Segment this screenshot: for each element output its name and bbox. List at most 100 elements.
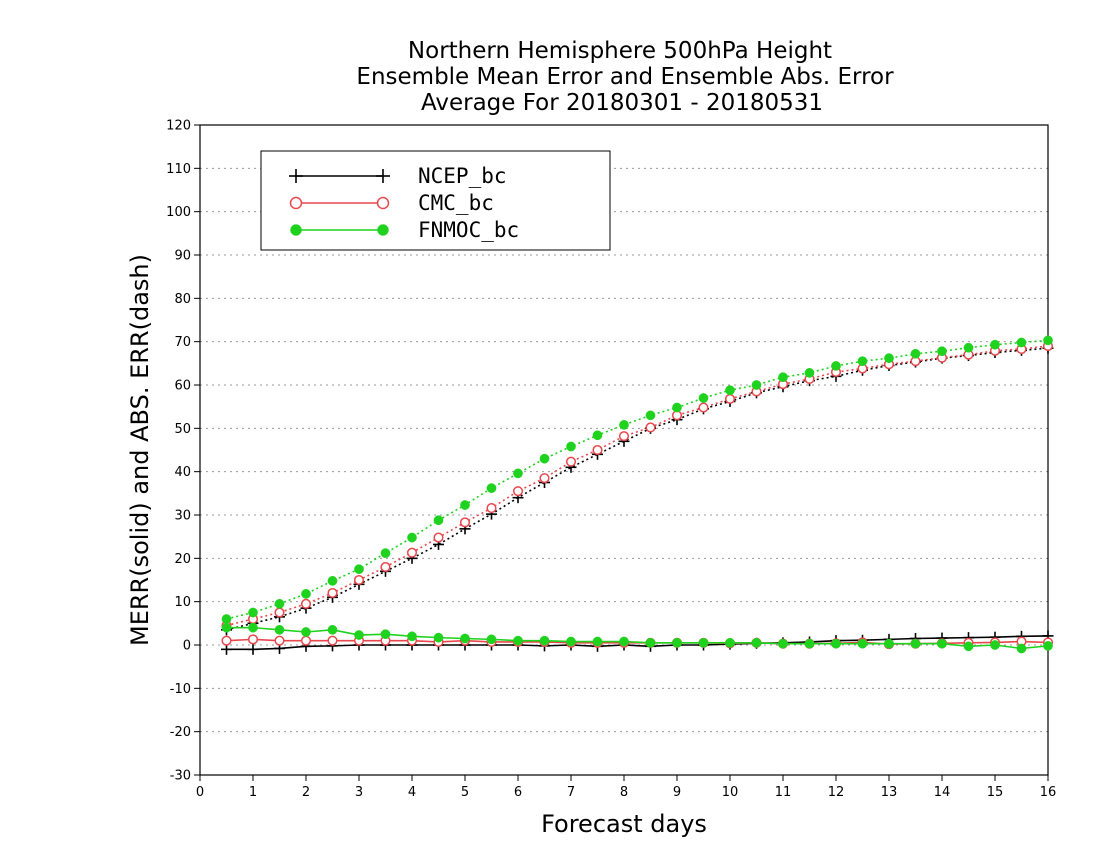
abs-err-point (804, 368, 815, 378)
legend: NCEP_bc CMC_bc FNMOC_bc (260, 150, 611, 251)
abs-err-point (274, 607, 285, 618)
merr-point (301, 627, 311, 637)
merr-point (884, 638, 894, 649)
abs-err-point (698, 393, 709, 403)
merr-point (327, 635, 338, 646)
x-tick-label: 7 (567, 785, 575, 800)
abs-err-point (433, 515, 444, 526)
abs-err-point (963, 342, 974, 353)
x-tick-label: 13 (881, 785, 898, 800)
title-line-3: Average For 20180301 - 20180531 (421, 90, 823, 116)
merr-point (247, 634, 259, 645)
merr-point (990, 640, 1000, 650)
merr-point (804, 638, 815, 649)
abs-err-point (248, 607, 258, 618)
abs-err-point (380, 561, 391, 573)
y-tick-label: 90 (174, 249, 191, 264)
merr-point (1043, 641, 1053, 651)
merr-point (937, 638, 947, 649)
chart-title: Northern Hemisphere 500hPa Height Ensemb… (356, 38, 894, 116)
abs-err-point (327, 576, 338, 586)
abs-err-point (460, 500, 470, 510)
abs-err-point (566, 441, 576, 452)
x-tick-label: 8 (620, 785, 628, 800)
x-tick-label: 4 (408, 785, 416, 800)
x-tick-label: 6 (514, 785, 522, 800)
x-tick-label: 3 (355, 785, 363, 800)
merr-point (725, 637, 735, 648)
x-tick-label: 10 (722, 785, 739, 800)
abs-err-point (380, 548, 391, 558)
y-tick-label: 120 (166, 119, 191, 134)
abs-err-point (910, 348, 921, 359)
abs-err-point (884, 353, 894, 363)
merr-point (778, 638, 788, 649)
legend-marker (376, 196, 390, 210)
abs-err-point (353, 574, 365, 586)
merr-point (248, 622, 258, 633)
abs-err-point (725, 385, 735, 396)
abs-err-point (724, 393, 736, 404)
merr-point (327, 624, 338, 635)
merr-point (566, 636, 576, 647)
abs-err-point (221, 614, 232, 624)
merr-point (645, 637, 656, 648)
x-tick-label: 0 (196, 785, 204, 800)
abs-err-point (354, 564, 364, 575)
legend-marker (376, 169, 390, 183)
abs-err-point (1016, 337, 1027, 348)
legend-marker (289, 196, 303, 210)
x-tick-label: 16 (1040, 785, 1057, 800)
abs-err-point (698, 402, 709, 413)
y-tick-label: 70 (174, 335, 191, 350)
series-CMC_bc (221, 340, 1054, 650)
legend-label: CMC_bc (418, 191, 494, 215)
y-axis-label: MERR(solid) and ABS. ERR(dash) (126, 254, 154, 646)
y-tick-label: 0 (183, 639, 191, 654)
abs-err-point (778, 372, 788, 383)
y-tick-label: 10 (174, 595, 191, 610)
abs-err-point (274, 598, 285, 609)
x-axis-label: Forecast days (541, 810, 707, 838)
abs-err-point (751, 380, 762, 390)
abs-err-point (645, 422, 656, 433)
merr-point (354, 630, 364, 640)
y-tick-label: 60 (174, 379, 191, 394)
merr-point (619, 636, 629, 647)
y-axis-ticks: -30 -20 -10 0 10 20 30 40 50 60 70 80 90 100 110 120 (166, 119, 200, 784)
merr-point (433, 632, 444, 643)
y-tick-label: 100 (166, 205, 191, 220)
legend-label: NCEP_bc (418, 164, 507, 188)
y-tick-label: 80 (174, 292, 191, 307)
x-tick-label: 2 (302, 785, 310, 800)
abs-err-point (618, 431, 630, 442)
merr-point (407, 631, 417, 642)
abs-err-point (1043, 335, 1053, 346)
abs-err-point (301, 589, 311, 599)
title-line-2: Ensemble Mean Error and Ensemble Abs. Er… (356, 64, 894, 90)
abs-err-point (459, 517, 471, 528)
merr-point (831, 638, 841, 649)
merr-point (698, 637, 709, 648)
x-axis-ticks: 0 1 2 3 4 5 6 7 8 9 10 11 12 13 14 15 16 (196, 775, 1056, 800)
merr-point (857, 638, 868, 649)
y-tick-label: 110 (166, 162, 191, 177)
merr-point (751, 637, 762, 648)
abs-err-line (226, 339, 1049, 620)
y-tick-label: -10 (170, 682, 191, 697)
abs-err-line (226, 345, 1049, 627)
abs-err-point (831, 361, 841, 371)
abs-err-point (300, 598, 312, 609)
x-tick-label: 11 (775, 785, 792, 800)
abs-err-point (990, 339, 1000, 350)
merr-point (672, 637, 682, 648)
y-tick-label: 40 (174, 465, 191, 480)
y-tick-label: 30 (174, 509, 191, 524)
merr-point (221, 635, 232, 646)
abs-err-point (327, 587, 338, 599)
merr-point (539, 635, 550, 646)
merr-point (247, 643, 259, 655)
merr-point (300, 635, 312, 646)
y-tick-label: -20 (170, 725, 191, 740)
